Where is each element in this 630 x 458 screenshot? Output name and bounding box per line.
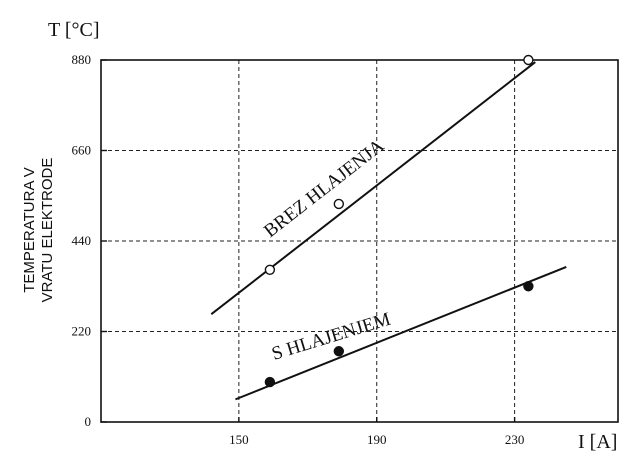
fit-line-series-0 xyxy=(210,61,536,316)
filled-circle-point xyxy=(264,376,276,388)
y-axis-label-line-2: VRATU ELEKTRODE xyxy=(39,158,56,303)
data-points xyxy=(264,54,534,388)
x-tick-label: 230 xyxy=(505,432,525,447)
y-tick-label: 220 xyxy=(72,324,92,339)
y-tick-label: 440 xyxy=(72,233,92,248)
x-tick-label: 190 xyxy=(367,432,387,447)
tick-labels: 150 190 230 0 220 440 660 880 xyxy=(72,52,525,447)
open-circle-point xyxy=(333,198,345,210)
x-axis-label: I [A] xyxy=(578,431,617,453)
x-tick-label: 150 xyxy=(229,432,249,447)
series-label-s-hlajenjem: S HLAJENJEM xyxy=(269,309,393,365)
filled-circle-point xyxy=(333,346,345,357)
open-circle-point xyxy=(523,54,534,66)
y-tick-label: 0 xyxy=(85,414,92,429)
y-tick-label: 660 xyxy=(72,143,92,158)
grid xyxy=(101,59,618,423)
y-tick-label: 880 xyxy=(72,52,92,67)
filled-circle-point xyxy=(523,281,534,292)
y-axis-unit: T [°C] xyxy=(48,19,100,41)
open-circle-point xyxy=(264,264,276,275)
fit-line-series-1 xyxy=(235,265,567,401)
y-axis-label-line-1: TEMPERATURA V xyxy=(21,167,38,293)
plot-frame xyxy=(100,59,619,423)
